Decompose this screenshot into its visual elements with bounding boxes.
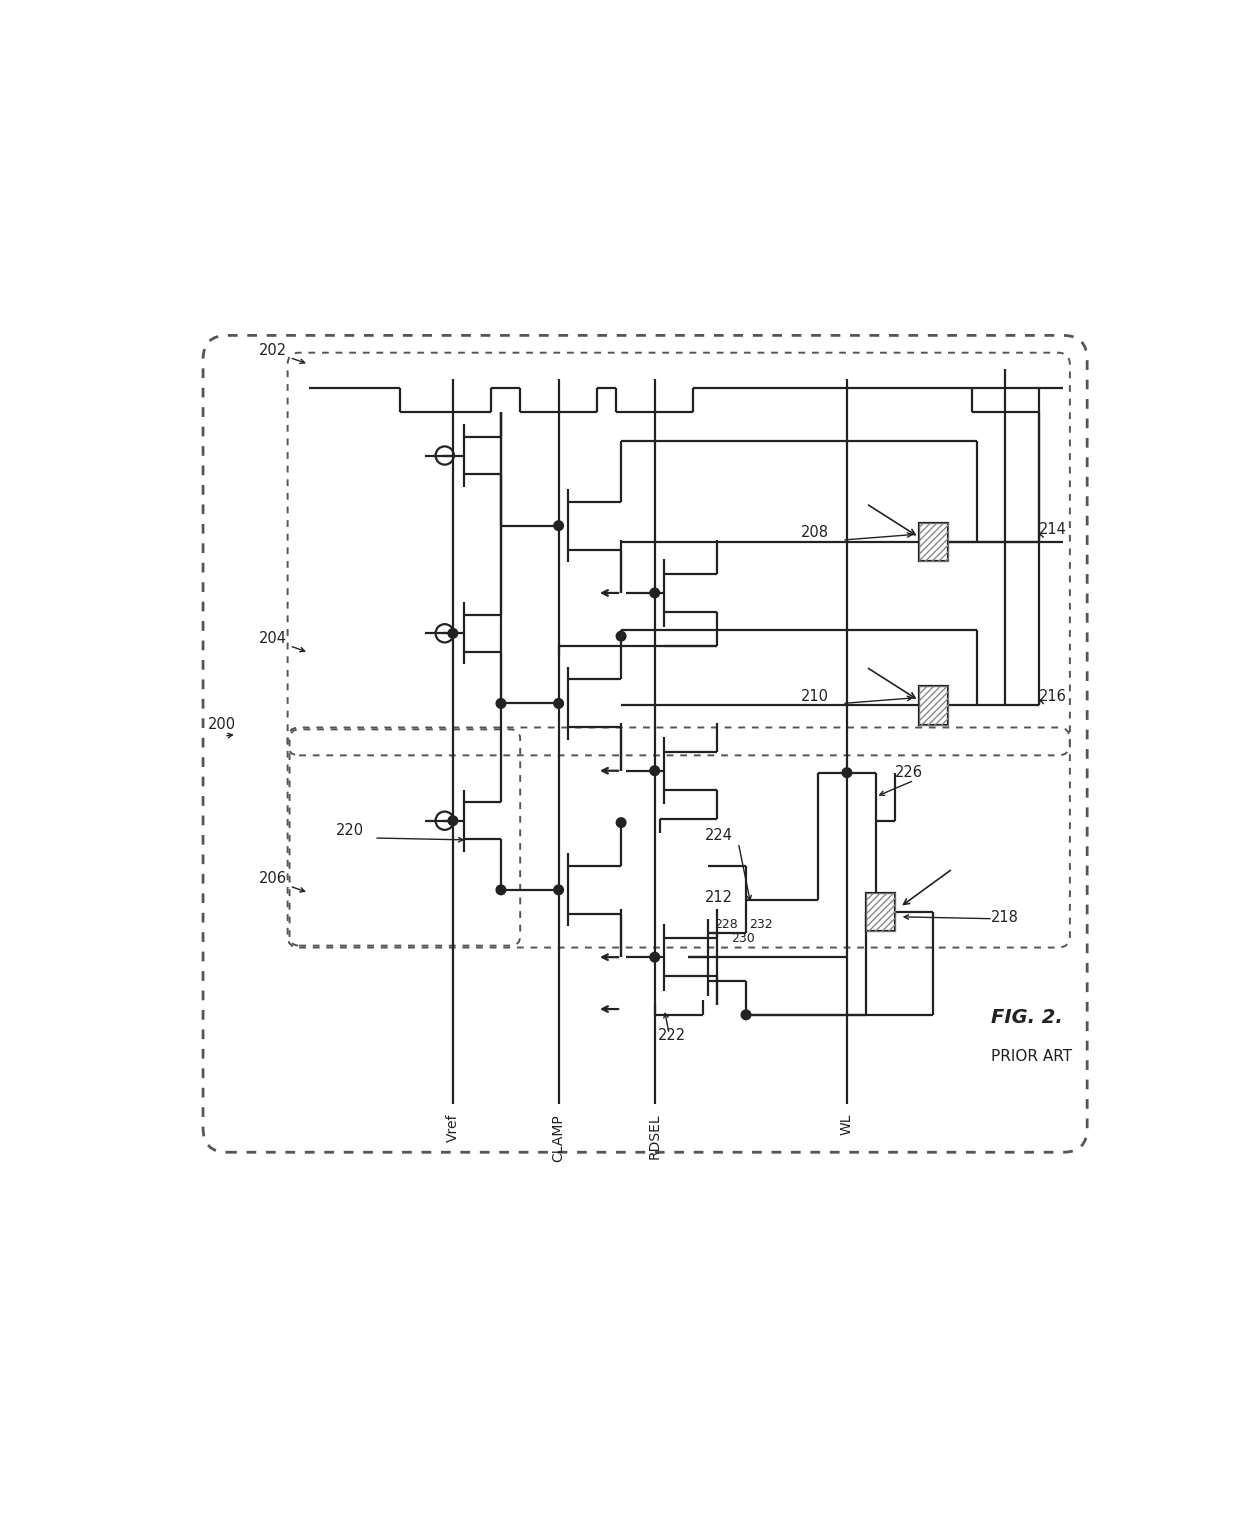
Circle shape xyxy=(616,632,626,641)
Circle shape xyxy=(650,952,660,962)
Text: PRIOR ART: PRIOR ART xyxy=(991,1050,1073,1063)
Text: 204: 204 xyxy=(259,630,286,646)
Bar xyxy=(919,685,947,725)
Text: CLAMP: CLAMP xyxy=(552,1114,565,1161)
Text: Vref: Vref xyxy=(446,1114,460,1143)
Bar xyxy=(919,523,947,562)
Circle shape xyxy=(496,884,506,895)
Circle shape xyxy=(554,884,563,895)
Circle shape xyxy=(448,815,458,826)
Text: 212: 212 xyxy=(704,890,733,906)
Text: 206: 206 xyxy=(259,871,286,886)
Circle shape xyxy=(650,588,660,598)
Text: 228: 228 xyxy=(714,918,738,932)
Text: 220: 220 xyxy=(336,823,363,838)
Circle shape xyxy=(496,699,506,708)
Bar xyxy=(866,894,895,932)
Text: 232: 232 xyxy=(749,918,773,932)
Text: 210: 210 xyxy=(801,688,828,704)
Bar xyxy=(919,523,947,562)
Circle shape xyxy=(554,520,563,531)
Text: 226: 226 xyxy=(895,765,923,780)
Circle shape xyxy=(650,767,660,776)
Text: 208: 208 xyxy=(801,525,828,540)
Bar xyxy=(866,894,895,932)
Text: 218: 218 xyxy=(991,910,1019,924)
Circle shape xyxy=(842,768,852,777)
Text: 214: 214 xyxy=(1039,522,1066,537)
Text: RDSEL: RDSEL xyxy=(647,1114,662,1160)
Text: 200: 200 xyxy=(208,718,236,733)
Bar xyxy=(919,685,947,725)
Text: 224: 224 xyxy=(704,828,733,843)
Text: 230: 230 xyxy=(732,932,755,946)
Circle shape xyxy=(742,1010,750,1019)
Text: 222: 222 xyxy=(657,1028,686,1043)
Circle shape xyxy=(616,819,626,828)
Circle shape xyxy=(554,699,563,708)
Text: WL: WL xyxy=(839,1114,854,1135)
Circle shape xyxy=(448,629,458,638)
Text: 202: 202 xyxy=(259,343,286,358)
Text: FIG. 2.: FIG. 2. xyxy=(991,1008,1063,1027)
Text: 216: 216 xyxy=(1039,688,1066,704)
